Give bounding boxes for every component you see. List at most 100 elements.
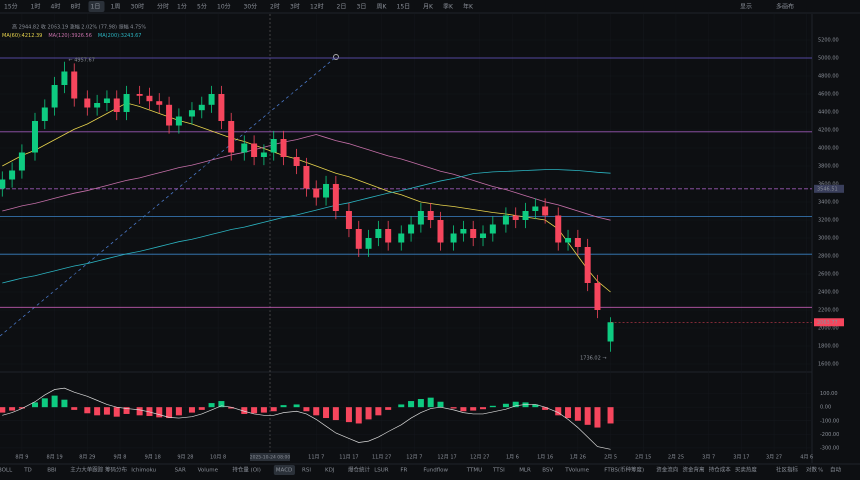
indicator-tab[interactable]: 买卖热度 bbox=[735, 466, 758, 474]
toolbar-action[interactable]: 显示 bbox=[740, 4, 752, 11]
indicator-tab[interactable]: BSV bbox=[542, 468, 553, 474]
candle-body bbox=[398, 233, 405, 243]
macd-bar bbox=[218, 401, 225, 408]
y-tick-label: 3400.00 bbox=[818, 200, 839, 206]
macd-bar bbox=[565, 407, 572, 419]
indicator-tab[interactable]: TTSI bbox=[492, 468, 505, 474]
tab-option[interactable]: % bbox=[818, 468, 823, 474]
indicator-tab[interactable]: BBI bbox=[47, 468, 57, 474]
macd-bar bbox=[251, 407, 258, 414]
candle-body bbox=[355, 229, 362, 249]
interval-button[interactable]: 3日 bbox=[357, 4, 367, 11]
indicator-tab[interactable]: RSI bbox=[302, 468, 311, 474]
last-price-label: 2063.77 bbox=[817, 320, 838, 326]
interval-button[interactable]: 5分 bbox=[197, 3, 207, 11]
interval-button[interactable]: 12时 bbox=[310, 3, 324, 11]
tab-option[interactable]: 自动 bbox=[830, 466, 842, 474]
interval-button[interactable]: 30时 bbox=[131, 3, 145, 11]
candle-body bbox=[146, 95, 153, 102]
interval-button[interactable]: 2日 bbox=[337, 4, 347, 11]
interval-button[interactable]: 周K bbox=[377, 4, 388, 11]
indicator-tab[interactable]: FTBS(币种筹度) bbox=[604, 466, 644, 474]
indicator-tab[interactable]: Ichimoku bbox=[131, 468, 156, 474]
macd-bar bbox=[555, 407, 562, 416]
macd-bar bbox=[71, 407, 78, 410]
candle-body bbox=[0, 179, 6, 189]
moving-average bbox=[2, 134, 611, 221]
candle-body bbox=[260, 152, 267, 157]
interval-button[interactable]: 1日 bbox=[91, 4, 101, 11]
candle-body bbox=[437, 220, 444, 243]
candle-body bbox=[594, 283, 601, 310]
x-tick-label: 8月 29 bbox=[79, 455, 95, 461]
interval-button[interactable]: 15日 bbox=[397, 4, 411, 11]
interval-button[interactable]: 1分 bbox=[177, 3, 187, 11]
interval-button[interactable]: 分时 bbox=[157, 3, 169, 11]
macd-bar bbox=[532, 404, 539, 408]
ma-legend-item: MA(200):3243.67 bbox=[98, 33, 142, 39]
candle-body bbox=[365, 238, 372, 249]
interval-button[interactable]: 月K bbox=[423, 4, 434, 11]
interval-button[interactable]: 年K bbox=[463, 3, 474, 11]
interval-button[interactable]: 10分 bbox=[217, 3, 231, 11]
macd-bar bbox=[41, 398, 48, 408]
candle-body bbox=[51, 85, 58, 108]
macd-bar bbox=[417, 399, 424, 408]
indicator-tab[interactable]: TD bbox=[23, 468, 32, 474]
indicator-tab[interactable]: Volume bbox=[198, 468, 219, 474]
indicator-tab[interactable]: 资金背离 bbox=[683, 466, 706, 474]
ohlc-legend: 高 2944.82 收 2063.19 涨幅 2.02% (77.98) 振幅 … bbox=[12, 24, 146, 31]
candle-body bbox=[218, 94, 225, 121]
ma-legend-item: MA(60):4212.39 bbox=[2, 33, 42, 39]
indicator-tab[interactable]: SAR bbox=[175, 468, 186, 474]
interval-button[interactable]: 4时 bbox=[51, 3, 61, 11]
interval-button[interactable]: 3时 bbox=[290, 3, 300, 11]
indicator-tab[interactable]: 爆仓统计 bbox=[348, 466, 371, 474]
indicator-tab[interactable]: 资金流向 bbox=[656, 466, 678, 474]
indicator-tab[interactable]: FR bbox=[400, 468, 407, 474]
macd-bar bbox=[208, 403, 215, 408]
indicator-tab[interactable]: TTMU bbox=[466, 468, 482, 474]
macd-bar bbox=[398, 404, 405, 408]
candle-body bbox=[323, 184, 330, 198]
indicator-tab[interactable]: MACD bbox=[276, 468, 293, 474]
indicator-tab[interactable]: LSUR bbox=[374, 468, 389, 474]
macd-bar bbox=[502, 403, 509, 408]
indicator-tab[interactable]: 筹码分布 bbox=[105, 466, 128, 474]
crosshair-tag bbox=[250, 453, 290, 461]
macd-bar bbox=[31, 402, 38, 408]
interval-button[interactable]: 15分 bbox=[4, 3, 18, 11]
indicator-tab[interactable]: BOLL bbox=[0, 468, 13, 474]
x-tick-label: 3月 17 bbox=[733, 455, 749, 461]
x-tick-label: 12月 17 bbox=[437, 455, 456, 461]
interval-button[interactable]: 1时 bbox=[31, 3, 41, 11]
x-tick-label: 3月 7 bbox=[702, 455, 715, 461]
indicator-tab[interactable]: 主力大单跟踪 bbox=[70, 466, 104, 474]
indicator-tab[interactable]: 持仓成本 bbox=[709, 466, 732, 474]
indicator-tab[interactable]: 持仓量 (OI) bbox=[232, 466, 261, 474]
indicator-tab[interactable]: KDJ bbox=[325, 468, 335, 474]
tab-option[interactable]: 对数 bbox=[806, 466, 818, 474]
y-tick-label: 5000.00 bbox=[818, 56, 839, 62]
interval-button[interactable]: 30分 bbox=[244, 3, 258, 11]
indicator-tab[interactable]: Fundflow bbox=[423, 468, 448, 474]
tab-option[interactable]: 社区指标 bbox=[776, 466, 799, 474]
indicator-tab[interactable]: MLR bbox=[519, 468, 531, 474]
level-tag bbox=[814, 184, 844, 193]
macd-bar bbox=[489, 405, 496, 408]
candle-body bbox=[293, 157, 300, 166]
indicator-tab[interactable]: TVolume bbox=[564, 468, 589, 474]
interval-button[interactable]: 8时 bbox=[71, 3, 81, 11]
candle-body bbox=[103, 98, 110, 103]
y-tick-label: 2800.00 bbox=[818, 254, 839, 260]
interval-button[interactable]: 季K bbox=[443, 3, 454, 11]
interval-button[interactable]: 2时 bbox=[270, 3, 280, 11]
macd-bar bbox=[280, 405, 287, 408]
candle-body bbox=[84, 98, 91, 108]
macd-bar bbox=[470, 407, 477, 411]
x-tick-label: 8月 9 bbox=[15, 455, 28, 461]
toolbar-action[interactable]: 多画布 bbox=[776, 3, 794, 11]
selected-indicator bbox=[273, 465, 295, 475]
interval-button[interactable]: 1周 bbox=[111, 4, 121, 11]
candle-body bbox=[270, 139, 277, 153]
